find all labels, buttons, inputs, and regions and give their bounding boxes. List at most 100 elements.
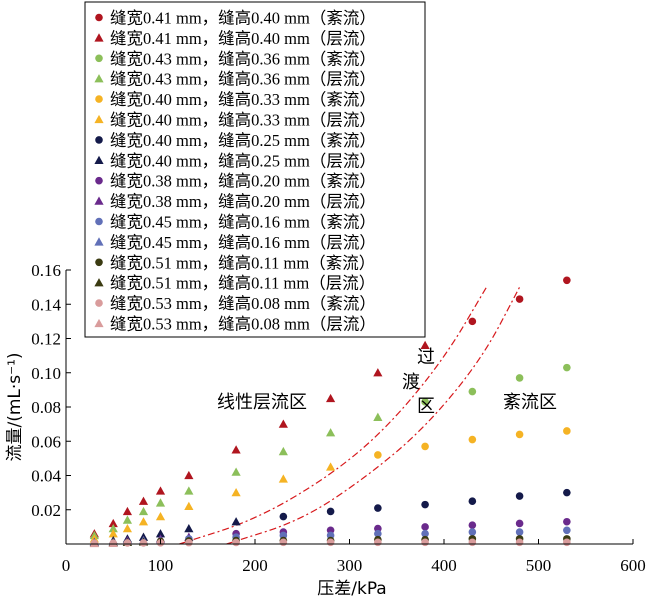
- legend-label-4: 缝宽0.43 mm，缝高0.36 mm（层流）: [110, 70, 376, 89]
- data-point-series-11: [468, 528, 477, 536]
- legend-label-14: 缝宽0.51 mm，缝高0.11 mm（层流）: [110, 274, 375, 293]
- legend-box: [84, 1, 426, 338]
- y-tick-label: 0.02: [31, 501, 61, 520]
- data-point-series-1: [563, 276, 571, 285]
- data-point-series-2: [326, 393, 336, 403]
- data-point-series-6: [155, 512, 166, 521]
- data-point-series-3: [515, 374, 524, 382]
- data-point-series-2: [122, 506, 133, 516]
- legend-marker-15: [95, 299, 103, 307]
- transition-region-label-1: 过: [417, 347, 435, 368]
- data-point-series-7: [563, 488, 571, 497]
- x-axis-title: 压差/kPa: [317, 579, 386, 599]
- data-point-series-3: [563, 363, 571, 372]
- legend: 缝宽0.41 mm，缝高0.40 mm（紊流）缝宽0.41 mm，缝高0.40 …: [84, 1, 426, 338]
- x-ticks: 0 100 200 300 400 500 600: [62, 539, 646, 575]
- boundary-line-1: [179, 286, 488, 545]
- data-point-series-5: [468, 435, 477, 444]
- data-point-series-2: [155, 486, 166, 495]
- legend-marker-9: [95, 176, 103, 185]
- data-point-series-1: [468, 317, 477, 326]
- data-point-series-7: [326, 507, 335, 516]
- data-point-series-5: [515, 430, 524, 439]
- data-point-series-4: [278, 446, 288, 456]
- data-point-series-6: [231, 488, 241, 497]
- data-point-series-6: [326, 462, 336, 471]
- transition-region-label-2: 渡: [402, 372, 420, 393]
- data-point-series-15: [374, 538, 382, 547]
- data-point-series-4: [122, 515, 133, 524]
- data-point-series-6: [184, 501, 194, 511]
- turbulent-region-label: 紊流区: [503, 392, 557, 413]
- data-point-series-15: [326, 538, 335, 547]
- x-tick-label: 400: [431, 556, 457, 575]
- data-point-series-15: [279, 538, 288, 547]
- legend-marker-3: [95, 54, 103, 63]
- data-point-series-15: [563, 538, 571, 547]
- y-tick-label: 0.08: [31, 398, 61, 417]
- legend-marker-12: [94, 237, 104, 246]
- legend-items: 缝宽0.41 mm，缝高0.40 mm（紊流）缝宽0.41 mm，缝高0.40 …: [94, 9, 376, 334]
- data-point-series-15: [185, 538, 193, 547]
- data-point-series-6: [122, 523, 133, 533]
- data-point-series-9: [421, 523, 429, 531]
- data-point-series-5: [563, 427, 571, 435]
- axes: 0 100 200 300 400 500 600 0.02 0.04 0.06 0.08 0.10…: [31, 261, 646, 575]
- data-point-series-6: [278, 474, 288, 483]
- legend-marker-5: [95, 95, 103, 103]
- data-point-series-4: [184, 486, 194, 495]
- boundary-lines: [179, 286, 521, 545]
- data-point-series-15: [139, 539, 148, 547]
- data-point-series-2: [420, 340, 430, 350]
- data-point-series-7: [468, 497, 477, 505]
- legend-label-5: 缝宽0.40 mm，缝高0.33 mm（紊流）: [110, 90, 376, 109]
- legend-marker-7: [95, 136, 103, 144]
- legend-label-3: 缝宽0.43 mm，缝高0.36 mm（紊流）: [110, 49, 376, 68]
- x-tick-label: 0: [62, 556, 71, 575]
- data-point-series-9: [468, 521, 477, 529]
- legend-label-11: 缝宽0.45 mm，缝高0.16 mm（紊流）: [110, 213, 376, 232]
- data-point-series-2: [373, 368, 383, 377]
- legend-label-1: 缝宽0.41 mm，缝高0.40 mm（紊流）: [110, 9, 376, 28]
- data-point-series-9: [515, 519, 524, 528]
- data-point-series-4: [138, 506, 149, 516]
- data-point-series-2: [138, 496, 149, 505]
- x-tick-label: 600: [620, 556, 646, 575]
- data-point-series-3: [468, 387, 477, 396]
- data-point-series-8: [231, 517, 241, 526]
- legend-marker-8: [94, 155, 104, 164]
- legend-label-2: 缝宽0.41 mm，缝高0.40 mm（层流）: [110, 29, 376, 48]
- data-point-series-4: [108, 523, 118, 533]
- y-tick-label: 0.14: [31, 295, 61, 314]
- data-point-series-11: [563, 526, 571, 535]
- legend-label-6: 缝宽0.40 mm，缝高0.33 mm（层流）: [110, 111, 376, 130]
- data-point-series-7: [421, 500, 429, 509]
- legend-marker-13: [95, 258, 103, 267]
- legend-label-12: 缝宽0.45 mm，缝高0.16 mm（层流）: [110, 233, 376, 252]
- y-tick-label: 0.06: [31, 432, 61, 451]
- legend-marker-11: [95, 217, 103, 226]
- data-point-series-15: [232, 538, 240, 547]
- y-tick-label: 0.16: [31, 261, 61, 280]
- legend-label-8: 缝宽0.40 mm，缝高0.25 mm（层流）: [110, 151, 376, 170]
- data-point-series-7: [279, 512, 288, 521]
- legend-marker-10: [94, 196, 104, 205]
- legend-label-9: 缝宽0.38 mm，缝高0.20 mm（紊流）: [110, 172, 376, 191]
- legend-label-15: 缝宽0.53 mm，缝高0.08 mm（紊流）: [110, 294, 376, 313]
- data-point-series-1: [515, 295, 524, 303]
- data-point-series-6: [108, 529, 118, 538]
- data-point-series-15: [468, 538, 477, 547]
- laminar-region-label: 线性层流区: [217, 392, 307, 413]
- legend-label-10: 缝宽0.38 mm，缝高0.20 mm（层流）: [110, 192, 376, 211]
- legend-marker-1: [95, 13, 103, 22]
- data-point-series-16: [89, 538, 99, 548]
- data-point-series-2: [108, 518, 118, 528]
- data-point-series-8: [184, 523, 194, 533]
- data-point-series-4: [326, 428, 336, 437]
- data-point-series-3: [421, 398, 429, 406]
- y-tick-label: 0.12: [31, 330, 61, 349]
- data-point-series-6: [138, 517, 149, 526]
- data-point-series-7: [374, 504, 382, 512]
- data-point-series-7: [515, 492, 524, 500]
